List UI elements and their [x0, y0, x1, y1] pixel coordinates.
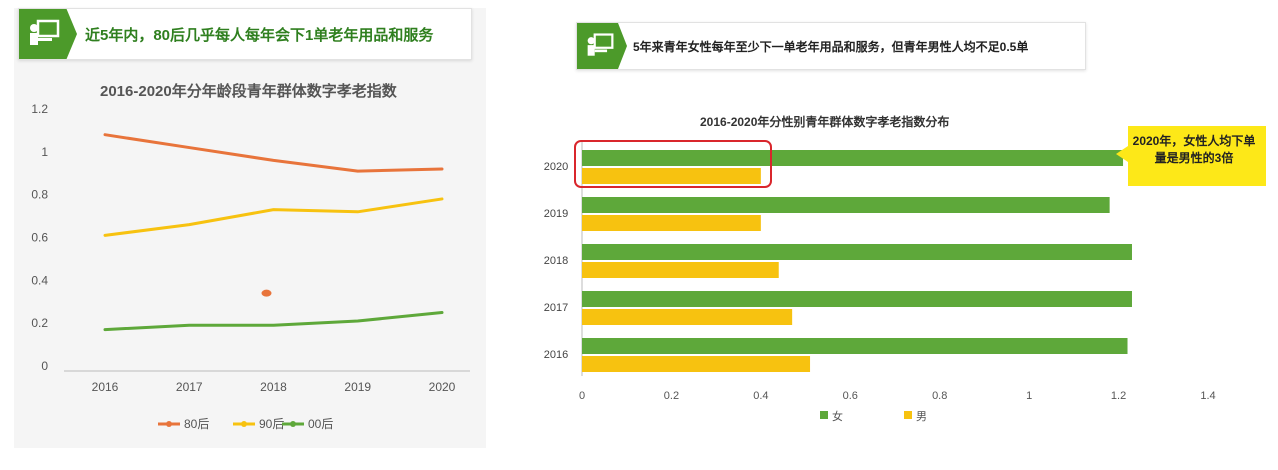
bar	[582, 338, 1128, 354]
legend-swatch	[904, 411, 912, 419]
x-tick-label: 0.2	[664, 390, 679, 402]
person-at-board-icon	[587, 33, 614, 56]
x-tick-label: 2016	[92, 380, 119, 394]
left-banner-badge	[19, 9, 77, 59]
category-label: 2018	[544, 255, 568, 267]
x-tick-label: 0.6	[843, 390, 858, 402]
right-banner-badge	[577, 23, 627, 69]
person-at-board-icon	[30, 19, 60, 45]
legend-label: 90后	[259, 417, 284, 431]
x-tick-label: 0	[579, 390, 585, 402]
bar	[582, 215, 761, 231]
x-tick-label: 0.8	[932, 390, 947, 402]
x-tick-label: 2017	[176, 380, 203, 394]
bar	[582, 168, 761, 184]
left-headline-banner: 近5年内，80后几乎每人每年会下1单老年用品和服务	[18, 8, 472, 60]
bar	[582, 262, 779, 278]
y-tick-label: 1.2	[31, 102, 48, 116]
legend-marker	[241, 421, 247, 427]
bar	[582, 244, 1132, 260]
y-tick-label: 0.8	[31, 188, 48, 202]
category-label: 2016	[544, 349, 568, 361]
series-line	[103, 133, 444, 173]
legend-label: 男	[916, 411, 927, 423]
x-tick-label: 2020	[429, 380, 456, 394]
x-tick-label: 2019	[344, 380, 371, 394]
right-headline-banner: 5年来青年女性每年至少下一单老年用品和服务，但青年男性人均不足0.5单	[576, 22, 1086, 70]
bar	[582, 150, 1124, 166]
x-tick-label: 1.2	[1111, 390, 1126, 402]
right-headline-text: 5年来青年女性每年至少下一单老年用品和服务，但青年男性人均不足0.5单	[633, 39, 1029, 54]
legend-swatch	[820, 411, 828, 419]
legend-label: 80后	[184, 417, 209, 431]
y-tick-label: 0.4	[31, 273, 48, 287]
legend-label: 00后	[308, 417, 333, 431]
legend-label: 女	[832, 409, 843, 423]
x-tick-label: 0.4	[753, 390, 768, 402]
x-tick-label: 1.4	[1200, 390, 1215, 402]
bar	[582, 309, 793, 325]
callout-arrow-box	[1116, 126, 1266, 186]
y-tick-label: 1	[41, 145, 48, 159]
x-tick-label: 1	[1026, 390, 1032, 402]
legend-marker	[166, 421, 172, 427]
callout-text: 2020年，女性人均下单量是男性的3倍	[1132, 134, 1256, 165]
stray-mark	[261, 289, 272, 297]
left-chart-title: 2016-2020年分年龄段青年群体数字孝老指数	[100, 83, 397, 100]
y-tick-label: 0.2	[31, 316, 48, 330]
bar	[582, 291, 1132, 307]
bar	[582, 197, 1110, 213]
left-chart-panel	[14, 8, 486, 448]
series-line	[103, 310, 444, 332]
category-label: 2017	[544, 302, 568, 314]
series-line	[103, 197, 444, 237]
right-chart-title: 2016-2020年分性别青年群体数字孝老指数分布	[700, 115, 950, 129]
highlight-box	[574, 140, 772, 188]
legend-marker	[290, 421, 296, 427]
y-tick-label: 0	[41, 359, 48, 373]
x-tick-label: 2018	[260, 380, 287, 394]
category-label: 2019	[544, 208, 568, 220]
left-headline-text: 近5年内，80后几乎每人每年会下1单老年用品和服务	[85, 26, 434, 44]
y-tick-label: 0.6	[31, 231, 48, 245]
bar	[582, 356, 811, 372]
category-label: 2020	[544, 161, 568, 173]
